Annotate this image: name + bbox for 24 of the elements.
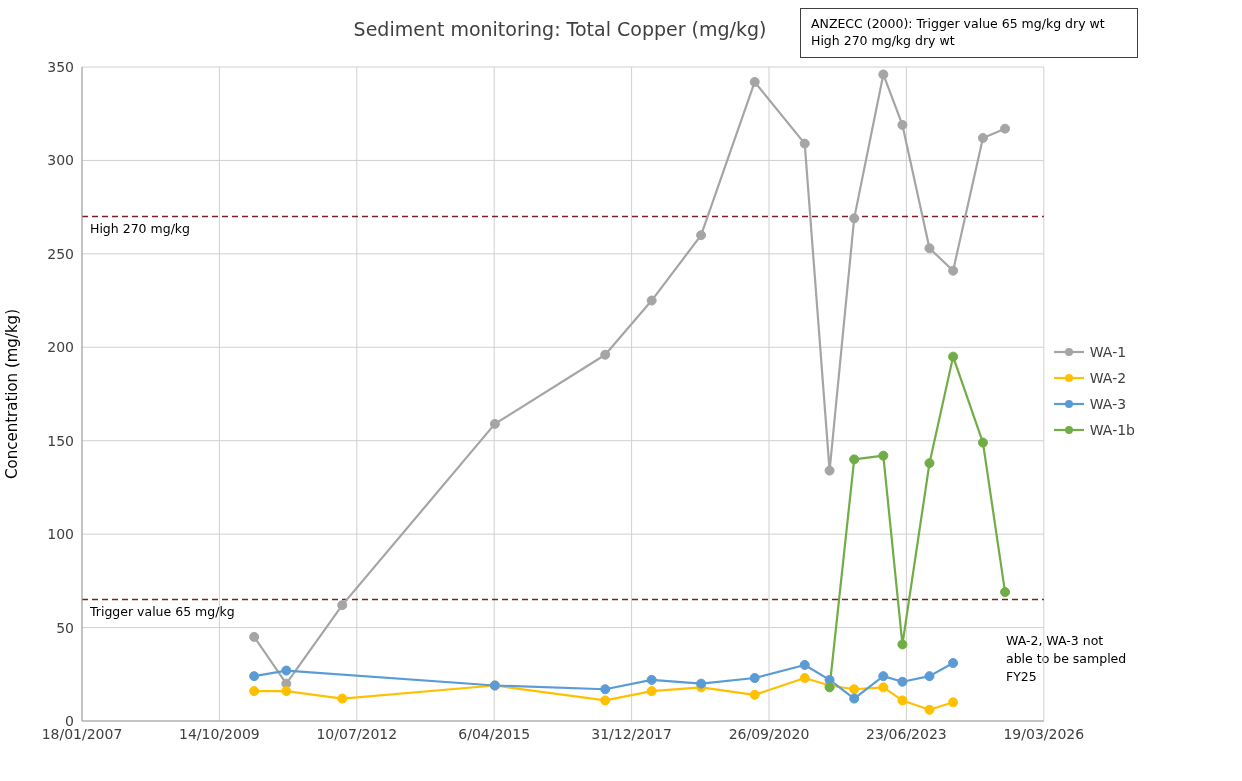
x-tick-label: 31/12/2017 xyxy=(591,725,672,742)
text: ANZECC (2000): Trigger value 65 mg/kg dry wt High 270 mg/kg dry wt xyxy=(800,8,1138,58)
x-tick-label: 6/04/2015 xyxy=(458,725,531,742)
y-tick-label: 100 xyxy=(47,526,74,543)
y-tick-label: 50 xyxy=(56,619,74,636)
ref-line-label: High 270 mg/kg xyxy=(90,221,191,237)
x-tick-label: 23/06/2023 xyxy=(866,725,947,742)
legend-label: WA-2 xyxy=(1089,369,1127,386)
y-tick-label: 300 xyxy=(47,152,74,169)
y-tick-label: 200 xyxy=(47,339,74,356)
y-tick-label: 150 xyxy=(47,432,74,449)
x-tick-label: 19/03/2026 xyxy=(1003,725,1085,742)
legend-label: WA-3 xyxy=(1089,395,1127,412)
x-tick-label: 10/07/2012 xyxy=(316,725,398,742)
legend-label: WA-1 xyxy=(1089,343,1127,360)
y-tick-label: 250 xyxy=(47,245,74,262)
legend-label: WA-1b xyxy=(1089,421,1135,438)
y-axis-title: Concentration (mg/kg) xyxy=(3,309,22,479)
annotation: WA-2, WA-3 not able to be sampled FY25 xyxy=(1006,632,1128,686)
chart-title: Sediment monitoring: Total Copper (mg/kg) xyxy=(353,18,767,40)
x-tick-label: 26/09/2020 xyxy=(728,725,810,742)
ref-line-label: Trigger value 65 mg/kg xyxy=(89,604,235,620)
x-tick-label: 14/10/2009 xyxy=(179,725,260,742)
y-tick-label: 350 xyxy=(47,58,74,75)
